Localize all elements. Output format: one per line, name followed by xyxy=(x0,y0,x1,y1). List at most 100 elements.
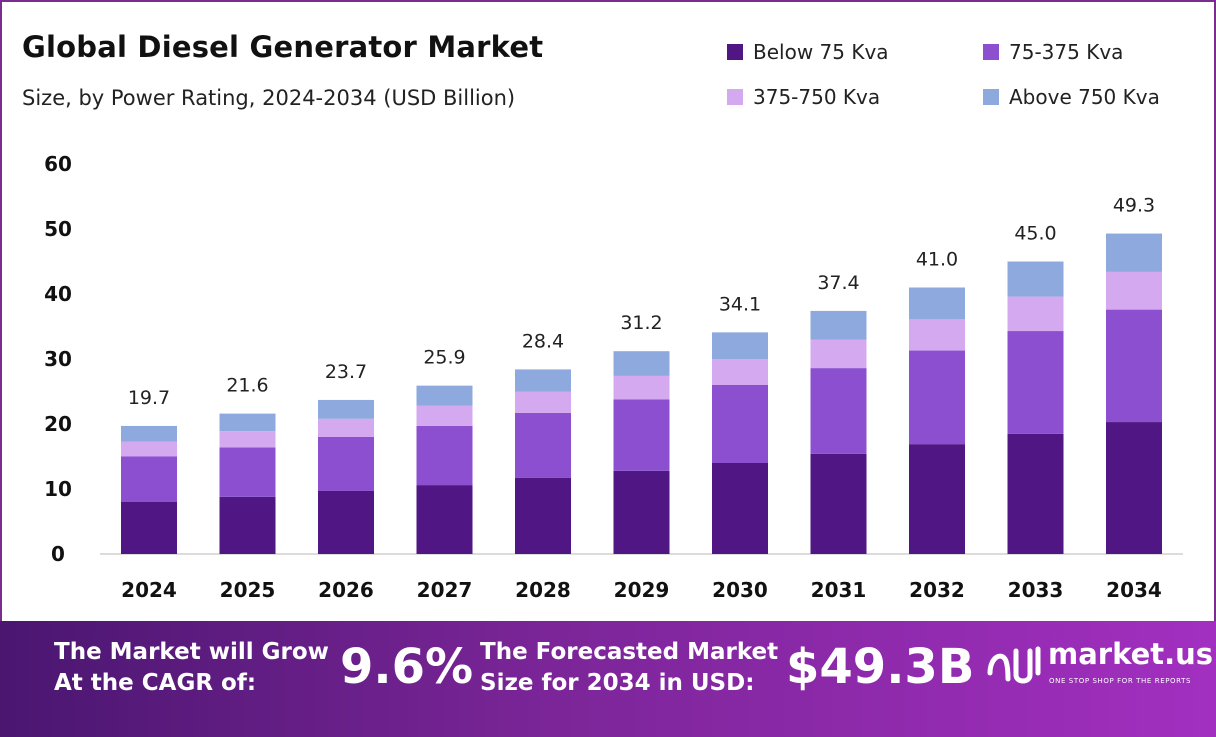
forecast-label: The Forecasted Market Size for 2034 in U… xyxy=(480,637,778,699)
legend: Below 75 Kva 75-375 Kva 375-750 Kva Abov… xyxy=(727,40,1197,130)
bar-segment-above-750-kva-2034 xyxy=(1106,233,1162,272)
stacked-bar-chart: 010203040506019.7202421.6202523.7202625.… xyxy=(44,152,1183,602)
forecast-label-line2: Size for 2034 in USD: xyxy=(480,670,755,696)
total-label-2032: 41.0 xyxy=(916,249,958,271)
bar-segment-375-750-kva-2029 xyxy=(613,375,670,400)
legend-swatch-375-750 xyxy=(727,89,743,105)
bar-segment-above-750-kva-2027 xyxy=(416,385,473,406)
bar-segment-75-375-kva-2031 xyxy=(810,368,867,454)
x-tick-label-2030: 2030 xyxy=(712,578,768,602)
cagr-label-line2: At the CAGR of: xyxy=(54,670,257,696)
legend-swatch-above-750 xyxy=(983,89,999,105)
bar-segment-375-750-kva-2028 xyxy=(515,391,571,413)
logo-name: market.us xyxy=(1048,637,1214,671)
x-tick-label-2033: 2033 xyxy=(1008,578,1064,602)
bar-segment-375-750-kva-2027 xyxy=(416,405,473,426)
forecast-value: $49.3B xyxy=(786,639,975,695)
bar-segment-75-375-kva-2026 xyxy=(318,437,374,491)
x-tick-label-2025: 2025 xyxy=(220,578,276,602)
total-label-2030: 34.1 xyxy=(719,293,761,315)
cagr-label: The Market will Grow At the CAGR of: xyxy=(54,637,329,699)
legend-label-375-750: 375-750 Kva xyxy=(753,85,881,109)
legend-swatch-75-375 xyxy=(983,44,999,60)
bar-segment-75-375-kva-2032 xyxy=(909,350,965,445)
bar-segment-above-750-kva-2031 xyxy=(810,310,867,340)
y-tick-label: 40 xyxy=(44,282,72,306)
bar-segment-375-750-kva-2030 xyxy=(712,359,768,385)
total-label-2027: 25.9 xyxy=(423,347,465,369)
bar-segment-above-750-kva-2028 xyxy=(515,369,571,392)
bar-segment-375-750-kva-2034 xyxy=(1106,271,1162,310)
bar-segment-below-75-kva-2030 xyxy=(712,463,768,554)
bar-segment-375-750-kva-2032 xyxy=(909,319,965,351)
y-tick-label: 20 xyxy=(44,412,72,436)
footer-banner: The Market will Grow At the CAGR of: 9.6… xyxy=(0,621,1216,737)
bar-segment-75-375-kva-2028 xyxy=(515,412,571,478)
bar-segment-above-750-kva-2029 xyxy=(613,351,670,376)
chart-subtitle: Size, by Power Rating, 2024-2034 (USD Bi… xyxy=(22,86,516,110)
bar-segment-below-75-kva-2024 xyxy=(121,502,177,554)
total-label-2028: 28.4 xyxy=(522,330,564,352)
legend-item-375-750: 375-750 Kva xyxy=(727,85,880,109)
y-tick-label: 60 xyxy=(44,152,72,176)
bar-segment-75-375-kva-2025 xyxy=(219,447,276,497)
bar-segment-75-375-kva-2027 xyxy=(416,425,473,486)
bar-segment-below-75-kva-2032 xyxy=(909,444,965,554)
x-tick-label-2032: 2032 xyxy=(909,578,965,602)
y-tick-label: 10 xyxy=(44,477,72,501)
legend-label-75-375: 75-375 Kva xyxy=(1009,40,1124,64)
chart-title: Global Diesel Generator Market xyxy=(22,30,544,64)
legend-label-above-750: Above 750 Kva xyxy=(1009,85,1160,109)
bar-segment-below-75-kva-2029 xyxy=(613,470,670,554)
legend-swatch-below-75 xyxy=(727,44,743,60)
x-tick-label-2029: 2029 xyxy=(614,578,670,602)
bar-segment-375-750-kva-2026 xyxy=(318,418,374,437)
legend-item-75-375: 75-375 Kva xyxy=(983,40,1123,64)
bar-segment-below-75-kva-2031 xyxy=(810,453,867,554)
bar-segment-375-750-kva-2025 xyxy=(219,431,276,448)
bar-segment-above-750-kva-2026 xyxy=(318,399,374,419)
total-label-2034: 49.3 xyxy=(1113,195,1155,217)
x-tick-label-2028: 2028 xyxy=(515,578,571,602)
total-label-2026: 23.7 xyxy=(325,361,367,383)
x-tick-label-2026: 2026 xyxy=(318,578,374,602)
bar-segment-above-750-kva-2033 xyxy=(1007,261,1064,297)
bar-segment-75-375-kva-2029 xyxy=(613,399,670,471)
total-label-2031: 37.4 xyxy=(817,272,859,294)
y-tick-label: 50 xyxy=(44,217,72,241)
bar-segment-below-75-kva-2028 xyxy=(515,477,571,554)
forecast-label-line1: The Forecasted Market xyxy=(480,639,779,665)
cagr-value: 9.6% xyxy=(340,639,474,695)
bar-segment-375-750-kva-2033 xyxy=(1007,296,1064,332)
bar-segment-below-75-kva-2025 xyxy=(219,496,276,554)
bar-segment-below-75-kva-2027 xyxy=(416,485,473,554)
x-tick-label-2034: 2034 xyxy=(1106,578,1162,602)
y-tick-label: 0 xyxy=(51,542,65,566)
bar-segment-below-75-kva-2034 xyxy=(1106,422,1162,554)
bar-segment-below-75-kva-2026 xyxy=(318,490,374,554)
x-tick-label-2027: 2027 xyxy=(417,578,473,602)
market-us-logo-icon xyxy=(987,646,1041,684)
cagr-label-line1: The Market will Grow xyxy=(54,639,329,665)
bar-segment-above-750-kva-2032 xyxy=(909,287,965,320)
bar-segment-75-375-kva-2030 xyxy=(712,385,768,463)
total-label-2024: 19.7 xyxy=(128,387,170,409)
total-label-2025: 21.6 xyxy=(226,375,268,397)
legend-item-below-75: Below 75 Kva xyxy=(727,40,889,64)
legend-item-above-750: Above 750 Kva xyxy=(983,85,1160,109)
bar-segment-75-375-kva-2024 xyxy=(121,456,177,502)
bar-segment-375-750-kva-2024 xyxy=(121,441,177,457)
logo-tagline: ONE STOP SHOP FOR THE REPORTS xyxy=(1049,677,1192,685)
y-tick-label: 30 xyxy=(44,347,72,371)
total-label-2029: 31.2 xyxy=(620,312,662,334)
bar-segment-below-75-kva-2033 xyxy=(1007,433,1064,554)
bar-segment-above-750-kva-2024 xyxy=(121,425,177,442)
bar-segment-375-750-kva-2031 xyxy=(810,339,867,369)
bar-segment-above-750-kva-2030 xyxy=(712,332,768,359)
bar-segment-above-750-kva-2025 xyxy=(219,413,276,432)
bar-segment-75-375-kva-2034 xyxy=(1106,309,1162,423)
total-label-2033: 45.0 xyxy=(1014,223,1056,245)
x-tick-label-2031: 2031 xyxy=(811,578,867,602)
legend-label-below-75: Below 75 Kva xyxy=(753,40,889,64)
x-tick-label-2024: 2024 xyxy=(121,578,177,602)
